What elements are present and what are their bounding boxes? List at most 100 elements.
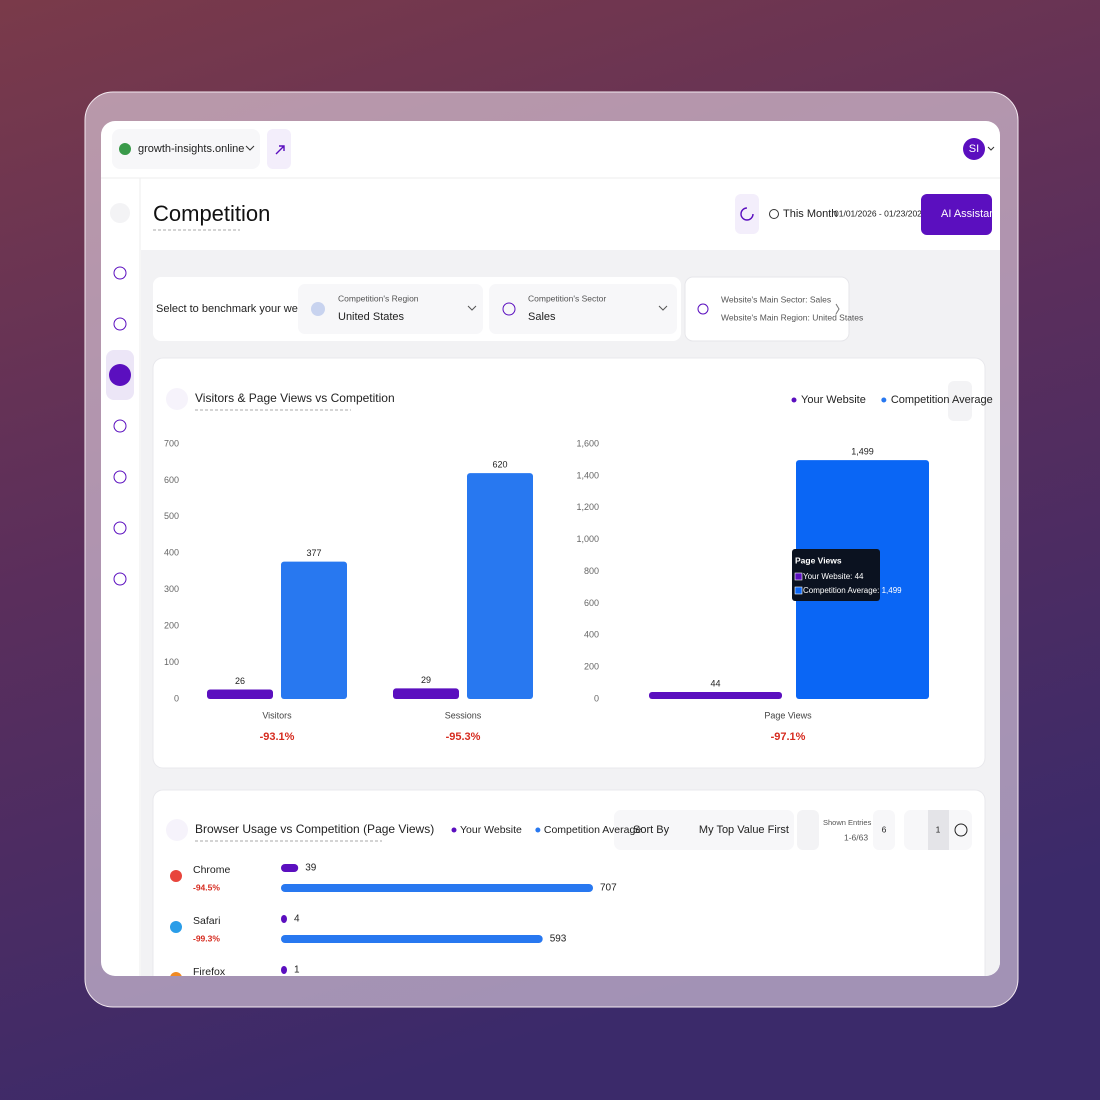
refresh[interactable] <box>735 194 759 234</box>
bar <box>281 966 287 974</box>
category-label: Safari <box>193 915 220 927</box>
nav-icon[interactable] <box>113 521 127 535</box>
link-icon <box>275 145 285 155</box>
nav-icon[interactable] <box>113 470 127 484</box>
chart-icon <box>166 388 188 410</box>
entries-count: 6 <box>882 824 887 834</box>
chart-icon <box>166 819 188 841</box>
y-tick-label: 1,000 <box>576 534 599 544</box>
sort-select[interactable] <box>614 810 794 850</box>
value-label: 26 <box>235 676 245 686</box>
legend-dot <box>881 397 887 403</box>
y-tick-label: 1,400 <box>576 470 599 480</box>
value-label: 44 <box>710 678 720 688</box>
category-label: Firefox <box>193 966 226 978</box>
value-label: 620 <box>492 460 507 470</box>
region-value: United States <box>338 311 405 323</box>
next-page[interactable] <box>954 823 968 837</box>
nav-icon[interactable] <box>113 266 127 280</box>
site-select[interactable] <box>112 129 260 169</box>
y-tick-label: 700 <box>164 438 179 448</box>
category-label: Page Views <box>764 710 812 720</box>
nav-icon[interactable] <box>113 572 127 586</box>
bar <box>281 864 299 872</box>
change-label: -95.3% <box>446 731 481 743</box>
legend-dot <box>451 827 457 833</box>
bar <box>467 473 533 699</box>
ai-button[interactable] <box>921 194 992 235</box>
bar <box>393 688 459 699</box>
main-region: Website's Main Region: United States <box>721 312 863 322</box>
chevron <box>467 305 477 311</box>
browser-icon <box>170 972 182 976</box>
date-range[interactable]: 01/01/2026 - 01/23/2026 <box>834 208 927 218</box>
legend-dot <box>791 397 797 403</box>
legend-label: Your Website <box>460 824 522 836</box>
tooltip-line: Your Website: 44 <box>803 572 864 581</box>
category-label: Sessions <box>445 710 482 720</box>
browser-icon <box>170 921 182 933</box>
avatar-initials: SI <box>969 143 979 155</box>
website-info[interactable] <box>684 276 850 342</box>
gear-icon <box>697 303 709 315</box>
tooltip-swatch <box>794 586 803 595</box>
avatar[interactable] <box>963 138 985 160</box>
chevron <box>658 305 668 311</box>
value-label: 593 <box>550 934 567 945</box>
y-tick-label: 1,200 <box>576 502 599 512</box>
filter-button[interactable] <box>948 381 972 421</box>
tooltip-line: Competition Average: 1,499 <box>803 586 902 595</box>
region-select[interactable] <box>298 284 483 334</box>
y-tick-label: 500 <box>164 511 179 521</box>
tooltip-title: Page Views <box>795 555 842 565</box>
period[interactable]: This Month <box>783 208 837 220</box>
filter-button[interactable] <box>797 810 819 850</box>
change-label: -97.1% <box>771 731 806 743</box>
bar <box>281 884 593 892</box>
tooltip <box>792 549 880 601</box>
chevron <box>987 146 995 151</box>
page-current-bg <box>928 810 949 850</box>
y-tick-label: 200 <box>164 621 179 631</box>
benchmark-label: Select to benchmark your website: <box>156 303 324 315</box>
legend-label: Competition Average <box>891 394 993 406</box>
sector-label: Competition's Sector <box>528 293 606 303</box>
sector-select[interactable] <box>489 284 677 334</box>
tooltip-swatch <box>794 572 803 581</box>
open-link[interactable] <box>267 129 291 169</box>
value-label: 4 <box>294 914 300 925</box>
page-title: Competition <box>153 201 270 226</box>
bar <box>281 915 287 923</box>
chevron <box>835 303 840 315</box>
browser-icon <box>170 870 182 882</box>
site-icon <box>119 143 131 155</box>
change-label: -93.1% <box>260 731 295 743</box>
y-tick-label: 200 <box>584 662 599 672</box>
chart-card <box>152 357 986 769</box>
entries-range: 1-6/63 <box>844 832 868 842</box>
app: growth-insights.online SI Competition Th… <box>101 121 1000 978</box>
y-tick-label: 0 <box>174 693 179 703</box>
region-label: Competition's Region <box>338 293 419 303</box>
page-number[interactable]: 1 <box>936 824 941 834</box>
y-tick-label: 600 <box>584 598 599 608</box>
value-label: 707 <box>600 883 617 894</box>
chevron <box>245 145 255 151</box>
legend-label: Your Website <box>801 394 866 406</box>
bar <box>207 689 273 699</box>
entries-label: Shown Entries <box>823 818 872 827</box>
y-tick-label: 1,600 <box>576 438 599 448</box>
nav-icon-active[interactable] <box>109 364 131 386</box>
nav-icon[interactable] <box>113 419 127 433</box>
chart-title: Visitors & Page Views vs Competition <box>195 391 395 405</box>
y-tick-label: 300 <box>164 584 179 594</box>
category-label: Chrome <box>193 864 231 876</box>
value-label: 377 <box>306 548 321 558</box>
category-label: Visitors <box>262 710 292 720</box>
legend-dot <box>535 827 541 833</box>
change-label: -94.5% <box>193 882 220 892</box>
entries-select[interactable] <box>873 810 895 850</box>
nav-icon[interactable] <box>113 317 127 331</box>
sidebar-toggle[interactable] <box>110 203 130 223</box>
